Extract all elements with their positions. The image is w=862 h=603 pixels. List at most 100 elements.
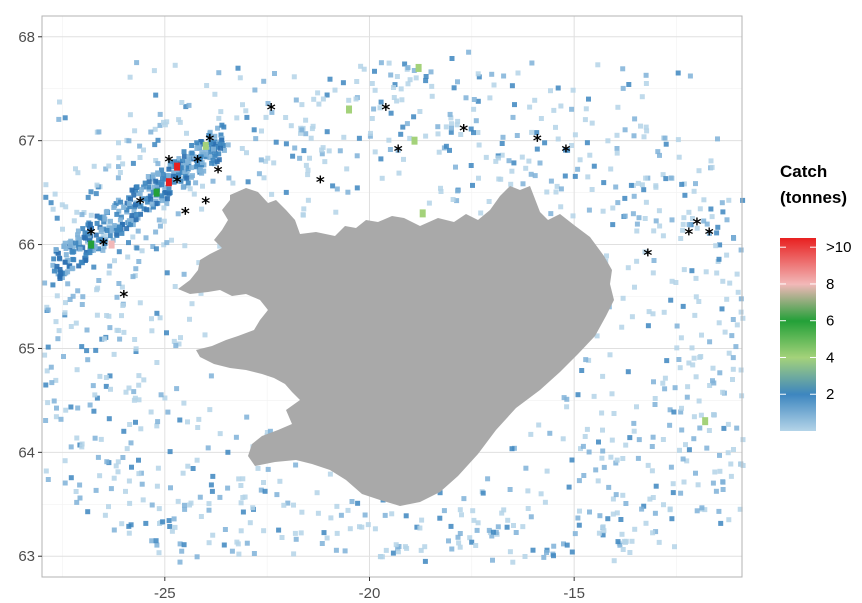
effort-cell	[176, 156, 182, 162]
effort-cell	[196, 260, 202, 266]
effort-cell	[620, 547, 626, 552]
effort-cell	[129, 464, 134, 470]
effort-cell	[372, 149, 378, 155]
effort-cell	[354, 153, 360, 159]
effort-cell	[79, 212, 85, 218]
effort-cell	[99, 238, 105, 243]
effort-cell	[333, 547, 339, 553]
effort-cell	[283, 115, 289, 120]
effort-cell	[116, 155, 122, 161]
effort-cell	[642, 216, 648, 221]
effort-cell	[371, 106, 377, 112]
effort-cell	[44, 368, 50, 374]
effort-cell	[701, 218, 707, 224]
effort-cell	[676, 357, 682, 362]
effort-cell	[457, 507, 463, 513]
effort-cell	[650, 434, 656, 440]
effort-cell	[189, 150, 195, 156]
effort-cell	[632, 116, 638, 122]
effort-cell	[68, 404, 74, 410]
effort-cell	[718, 520, 724, 526]
effort-cell	[505, 517, 511, 523]
effort-cell	[288, 123, 294, 129]
effort-cell	[213, 151, 219, 157]
effort-cell	[628, 182, 634, 188]
effort-cell	[152, 126, 158, 132]
effort-cell	[693, 374, 699, 380]
effort-cell	[133, 266, 139, 272]
effort-cell	[388, 72, 394, 78]
effort-cell	[103, 166, 109, 172]
effort-cell	[709, 164, 715, 170]
effort-cell	[62, 115, 68, 121]
effort-cell	[272, 71, 277, 76]
effort-cell	[279, 535, 285, 540]
effort-cell	[244, 540, 250, 546]
effort-cell	[274, 492, 280, 498]
effort-cell	[650, 311, 656, 317]
effort-cell	[89, 225, 94, 231]
effort-cell	[693, 181, 698, 187]
effort-cell	[42, 352, 48, 358]
effort-cell	[133, 346, 139, 352]
effort-cell	[532, 97, 538, 103]
effort-cell	[229, 548, 235, 554]
effort-cell	[51, 268, 57, 274]
effort-cell	[560, 436, 566, 442]
effort-cell	[183, 104, 189, 110]
effort-cell	[82, 258, 88, 263]
effort-cell	[206, 501, 212, 507]
effort-cell	[165, 409, 171, 415]
effort-cell	[87, 250, 93, 256]
effort-cell	[601, 464, 607, 470]
effort-cell	[156, 217, 162, 223]
effort-cell	[74, 435, 80, 441]
effort-cell	[85, 194, 91, 200]
high-catch-marker: *	[214, 163, 223, 183]
effort-cell	[519, 154, 525, 160]
effort-cell	[565, 147, 571, 153]
effort-cell	[178, 161, 184, 167]
x-tick-label: -15	[563, 585, 585, 602]
effort-cell	[182, 167, 188, 173]
effort-cell	[153, 158, 159, 163]
effort-cell	[182, 502, 187, 508]
effort-cell	[690, 362, 696, 368]
effort-cell	[435, 124, 441, 130]
effort-cell	[586, 207, 592, 213]
effort-cell	[71, 249, 77, 255]
effort-cell	[534, 146, 540, 152]
effort-cell	[622, 195, 628, 201]
effort-cell	[455, 118, 461, 124]
effort-cell	[167, 163, 173, 169]
effort-cell	[538, 116, 544, 121]
effort-cell	[527, 104, 533, 110]
effort-cell	[225, 485, 231, 491]
effort-cell	[111, 205, 117, 210]
effort-cell	[324, 92, 330, 98]
effort-cell	[525, 488, 531, 494]
effort-cell	[523, 165, 529, 171]
high-catch-marker: *	[316, 173, 325, 193]
effort-cell	[162, 395, 168, 401]
effort-cell	[180, 158, 186, 164]
effort-cell	[74, 209, 80, 215]
effort-cell	[379, 175, 385, 181]
effort-cell	[726, 350, 732, 356]
effort-cell	[619, 324, 625, 330]
effort-cell	[610, 511, 616, 517]
effort-cell	[43, 182, 49, 188]
effort-cell	[643, 520, 649, 526]
effort-cell	[117, 217, 123, 223]
effort-cell	[209, 160, 215, 166]
effort-cell	[509, 83, 515, 89]
effort-cell	[43, 468, 49, 474]
effort-cell	[127, 422, 133, 427]
effort-cell	[639, 506, 645, 512]
effort-cell	[177, 119, 183, 125]
effort-cell	[411, 68, 417, 73]
effort-cell	[591, 393, 597, 399]
effort-cell	[398, 86, 404, 92]
effort-cell	[240, 509, 246, 515]
effort-cell	[116, 208, 122, 214]
